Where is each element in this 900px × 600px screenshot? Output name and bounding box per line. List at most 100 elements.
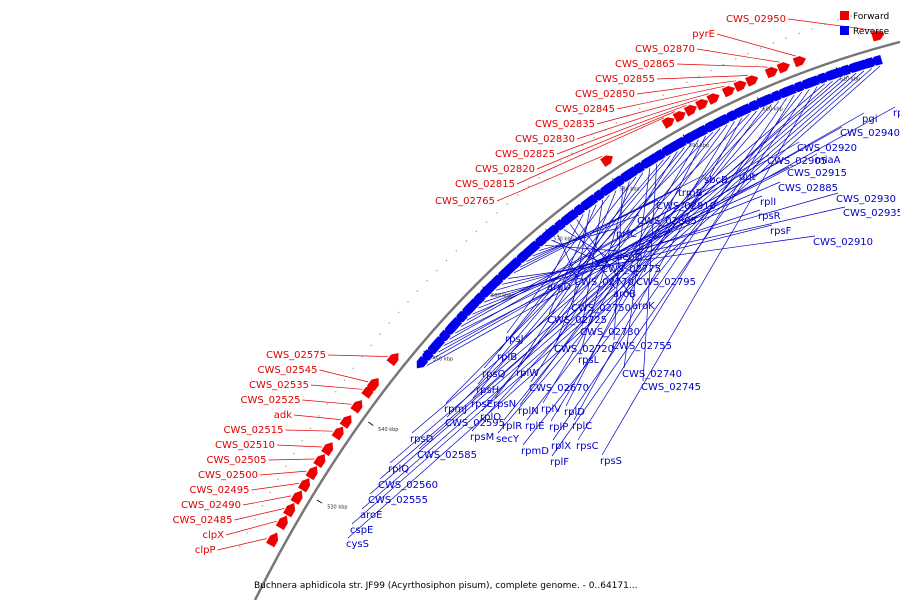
reverse-gene-unlabeled[interactable] — [464, 302, 476, 314]
forward-gene-cws-02830[interactable] — [695, 99, 709, 111]
forward-gene-adk[interactable] — [339, 415, 352, 429]
reverse-gene-unlabeled[interactable] — [490, 275, 502, 287]
reverse-gene-unlabeled[interactable] — [517, 250, 529, 262]
reverse-gene-unlabeled[interactable] — [439, 330, 451, 342]
reverse-gene-unlabeled[interactable] — [499, 267, 511, 279]
label-cws-02930[interactable]: CWS_02930 — [836, 194, 896, 205]
label-cws-02515[interactable]: CWS_02515 — [223, 425, 283, 436]
label-cws-02575[interactable]: CWS_02575 — [266, 350, 326, 361]
reverse-gene-unlabeled[interactable] — [573, 204, 585, 215]
label-cws-02560[interactable]: CWS_02560 — [378, 480, 438, 491]
reverse-gene-unlabeled[interactable] — [602, 182, 614, 194]
reverse-gene-unlabeled[interactable] — [860, 57, 873, 69]
label-cws-02915[interactable]: CWS_02915 — [787, 168, 847, 179]
forward-gene-cws-02510[interactable] — [321, 442, 334, 457]
reverse-gene-unlabeled[interactable] — [564, 211, 576, 223]
label-rpsf[interactable]: rpsF — [770, 226, 792, 237]
reverse-gene-cyss[interactable] — [870, 54, 883, 66]
label-cws-02920[interactable]: CWS_02920 — [797, 143, 857, 154]
label-cws-02855[interactable]: CWS_02855 — [595, 74, 655, 85]
label-aroe[interactable]: aroE — [360, 510, 382, 521]
reverse-gene-unlabeled[interactable] — [826, 69, 838, 80]
forward-gene-cws-02535[interactable] — [361, 385, 374, 399]
reverse-gene-unlabeled[interactable] — [422, 349, 434, 361]
label-cws-02505[interactable]: CWS_02505 — [206, 455, 266, 466]
label-cws-02720[interactable]: CWS_02720 — [554, 344, 614, 355]
label-cyss[interactable]: cysS — [346, 539, 369, 550]
label-cws-02885[interactable]: CWS_02885 — [778, 183, 838, 194]
label-cws-02485[interactable]: CWS_02485 — [172, 515, 232, 526]
label-cws-02805[interactable]: CWS_02805 — [637, 216, 697, 227]
label-pgi[interactable]: pgi — [862, 114, 877, 125]
label-secy[interactable]: secY — [496, 434, 520, 445]
reverse-gene-unlabeled[interactable] — [642, 156, 654, 167]
forward-gene-cws-02490[interactable] — [290, 490, 303, 505]
reverse-gene-unlabeled[interactable] — [769, 90, 781, 102]
label-cws-02910[interactable]: CWS_02910 — [813, 237, 873, 248]
reverse-gene-unlabeled[interactable] — [780, 85, 793, 97]
label-rplr[interactable]: rplR — [502, 421, 522, 432]
reverse-gene-unlabeled[interactable] — [736, 105, 749, 116]
label-clpx[interactable]: clpX — [203, 530, 225, 541]
label-rplq[interactable]: rplQ — [388, 464, 409, 475]
forward-gene-cws-02845[interactable] — [721, 85, 736, 98]
forward-gene-cws-02950[interactable] — [871, 30, 885, 42]
reverse-gene-unlabeled[interactable] — [431, 339, 442, 352]
label-rpsm[interactable]: rpsM — [470, 432, 494, 443]
label-cws-02525[interactable]: CWS_02525 — [240, 395, 300, 406]
forward-gene-cws-02835[interactable] — [706, 93, 720, 105]
reverse-gene-unlabeled[interactable] — [673, 137, 685, 149]
forward-gene-cws-02825[interactable] — [683, 104, 697, 117]
forward-gene-pyre[interactable] — [792, 56, 807, 68]
label-cws-02905[interactable]: CWS_02905 — [767, 156, 827, 167]
label-cws-02950[interactable]: CWS_02950 — [726, 14, 786, 25]
forward-gene-cws-02575[interactable] — [386, 353, 399, 367]
reverse-gene-unlabeled[interactable] — [791, 81, 804, 93]
label-cws-02865[interactable]: CWS_02865 — [615, 59, 675, 70]
label-rpsl[interactable]: rpsL — [578, 355, 600, 366]
label-cws-02830[interactable]: CWS_02830 — [515, 134, 575, 145]
label-pyre[interactable]: pyrE — [692, 29, 715, 40]
label-cws-02750[interactable]: CWS_02750 — [571, 303, 631, 314]
reverse-gene-unlabeled[interactable] — [632, 162, 644, 174]
label-dut[interactable]: dut — [739, 172, 756, 183]
label-cws-02585[interactable]: CWS_02585 — [417, 450, 477, 461]
forward-gene-cws-02820[interactable] — [672, 111, 686, 123]
label-arok[interactable]: aroK — [632, 301, 655, 312]
label-cws-02850[interactable]: CWS_02850 — [575, 89, 635, 100]
label-cws-02730[interactable]: CWS_02730 — [580, 327, 640, 338]
reverse-gene-unlabeled[interactable] — [849, 61, 861, 72]
label-trmb[interactable]: trmB — [678, 188, 703, 199]
label-rpsd[interactable]: rpsD — [410, 434, 434, 445]
reverse-gene-unlabeled[interactable] — [662, 143, 675, 155]
label-cws-02770[interactable]: CWS_02770 — [574, 277, 634, 288]
label-rpsj[interactable]: rpsJ — [505, 334, 524, 345]
label-argd[interactable]: argD — [547, 282, 571, 293]
reverse-gene-unlabeled[interactable] — [747, 100, 759, 111]
label-clpp[interactable]: clpP — [195, 545, 216, 556]
forward-gene-cws-02500[interactable] — [305, 465, 318, 481]
reverse-gene-unlabeled[interactable] — [526, 242, 538, 254]
label-cws-02510[interactable]: CWS_02510 — [215, 440, 275, 451]
label-cws-02495[interactable]: CWS_02495 — [189, 485, 249, 496]
label-cws-02795[interactable]: CWS_02795 — [636, 277, 696, 288]
label-rpsc[interactable]: rpsC — [576, 441, 599, 452]
label-cws-02595[interactable]: CWS_02595 — [445, 418, 505, 429]
label-cws-02545[interactable]: CWS_02545 — [257, 365, 317, 376]
label-rplv[interactable]: rplV — [541, 404, 561, 415]
label-rplp[interactable]: rplP — [549, 422, 568, 433]
reverse-gene-unlabeled[interactable] — [545, 226, 557, 238]
reverse-gene-unlabeled[interactable] — [447, 320, 459, 333]
forward-gene-cws-02525[interactable] — [350, 400, 363, 414]
reverse-gene-unlabeled[interactable] — [473, 293, 485, 305]
label-cws-02555[interactable]: CWS_02555 — [368, 495, 428, 506]
forward-gene-cws-02515[interactable] — [331, 426, 344, 441]
label-rplx[interactable]: rplX — [551, 441, 571, 452]
reverse-gene-unlabeled[interactable] — [583, 196, 595, 208]
label-cws-02835[interactable]: CWS_02835 — [535, 119, 595, 130]
label-cws-02725[interactable]: CWS_02725 — [547, 315, 607, 326]
reverse-gene-unlabeled[interactable] — [456, 311, 468, 323]
label-cws-02935[interactable]: CWS_02935 — [843, 208, 900, 219]
label-rpsh[interactable]: rpsH — [476, 385, 499, 396]
label-rplf[interactable]: rplF — [550, 457, 569, 468]
